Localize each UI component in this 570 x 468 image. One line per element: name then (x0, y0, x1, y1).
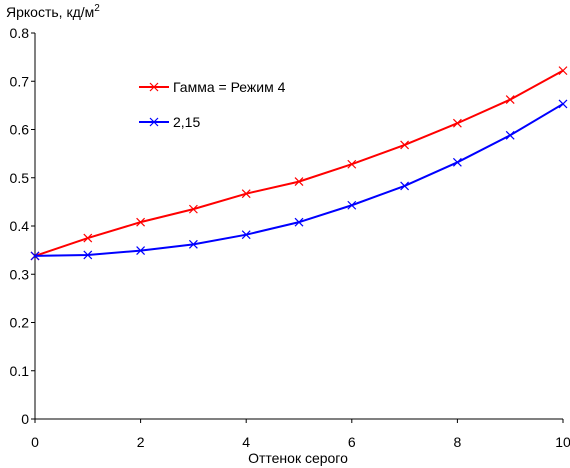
x-tick-label: 2 (137, 434, 145, 450)
data-point (83, 250, 93, 260)
data-point (400, 140, 410, 150)
y-tick-label: 0.4 (10, 218, 30, 234)
data-point (136, 246, 146, 256)
legend-label: 2,15 (173, 114, 200, 130)
data-point (30, 251, 40, 261)
x-tick-label: 0 (31, 434, 39, 450)
data-point (347, 159, 357, 169)
series-line (34, 69, 564, 257)
y-tick-label: 0.7 (10, 73, 30, 89)
data-point (400, 181, 410, 191)
data-point (136, 217, 146, 227)
y-axis-label: Яркость, кд/м2 (6, 3, 100, 20)
x-tick-label: 10 (555, 434, 570, 450)
y-axis-label-superscript: 2 (94, 3, 100, 14)
legend-item: Гамма = Режим 4 (139, 79, 286, 95)
series-1 (30, 99, 568, 261)
y-tick-label: 0.2 (10, 315, 30, 331)
y-axis-label-text: Яркость, кд/м (6, 4, 94, 20)
y-tick-label: 0 (21, 411, 29, 427)
series-0 (30, 66, 568, 261)
data-point (452, 157, 462, 167)
y-tick-label: 0.3 (10, 266, 30, 282)
data-point (241, 189, 251, 199)
data-point (188, 239, 198, 249)
data-point (505, 130, 515, 140)
data-point (452, 118, 462, 128)
x-tick-label: 4 (242, 434, 250, 450)
y-tick-label: 0.8 (10, 25, 30, 41)
data-point (505, 95, 515, 105)
data-point (294, 217, 304, 227)
data-point (241, 230, 251, 240)
legend-item: 2,15 (139, 114, 200, 130)
series-layer (30, 66, 568, 261)
ticks: 0 0.1 0.2 0.3 0.4 0.5 0.6 0.7 0.8 0 2 4 6 8 10 (10, 25, 570, 450)
x-axis-label: Оттенок серого (248, 450, 348, 466)
y-tick-label: 0.1 (10, 363, 30, 379)
data-point (347, 200, 357, 210)
legend-label: Гамма = Режим 4 (173, 79, 286, 95)
y-tick-label: 0.6 (10, 122, 30, 138)
data-point (83, 233, 93, 243)
y-tick-label: 0.5 (10, 170, 30, 186)
axes (34, 33, 563, 420)
data-point (558, 99, 568, 109)
data-point (188, 204, 198, 214)
data-point (558, 66, 568, 76)
data-point (294, 177, 304, 187)
x-tick-label: 6 (348, 434, 356, 450)
series-line (34, 103, 564, 257)
legend: Гамма = Режим 4 2,15 (139, 79, 286, 130)
x-tick-label: 8 (454, 434, 462, 450)
